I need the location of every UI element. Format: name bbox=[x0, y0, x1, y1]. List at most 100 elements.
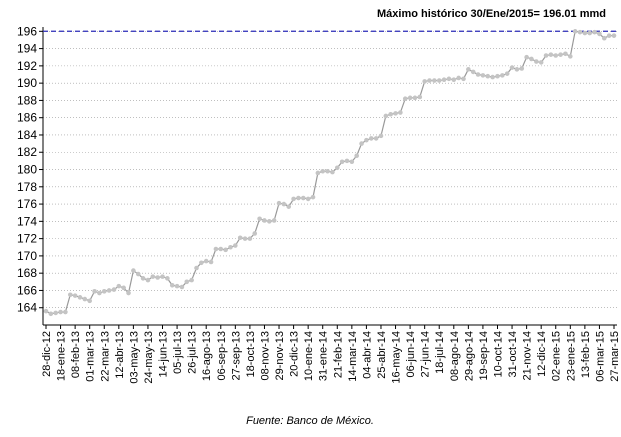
point bbox=[218, 246, 224, 252]
x-tick-label: 05-jul-13 bbox=[172, 331, 184, 374]
x-tick-label: 08-feb-13 bbox=[70, 331, 82, 378]
x-tick-label: 21-feb-14 bbox=[332, 331, 344, 378]
x-tick-label: 01-mar-13 bbox=[85, 331, 97, 382]
point bbox=[577, 29, 583, 35]
point bbox=[470, 69, 476, 75]
point bbox=[373, 136, 379, 141]
point bbox=[48, 311, 54, 317]
point bbox=[247, 236, 253, 241]
point bbox=[568, 54, 573, 59]
point bbox=[67, 292, 73, 298]
x-tick-label: 16-may-14 bbox=[391, 331, 403, 384]
y-tick-label: 188 bbox=[17, 93, 37, 107]
point bbox=[155, 275, 160, 280]
point bbox=[305, 196, 311, 202]
point bbox=[296, 195, 301, 201]
y-tick-label: 168 bbox=[17, 266, 37, 280]
point bbox=[223, 247, 228, 253]
point bbox=[572, 29, 578, 34]
point bbox=[509, 65, 515, 70]
point bbox=[601, 35, 607, 41]
point bbox=[271, 218, 277, 223]
x-tick-label: 13-feb-15 bbox=[580, 331, 592, 378]
annotation: Máximo histórico 30/Ene/2015= 196.01 mmd bbox=[377, 8, 606, 20]
point bbox=[587, 30, 593, 36]
source: Fuente: Banco de México. bbox=[246, 415, 374, 427]
point bbox=[427, 78, 432, 83]
x-tick-label: 06-sep-13 bbox=[216, 331, 228, 381]
point bbox=[529, 56, 534, 62]
point bbox=[597, 31, 602, 37]
x-tick-label: 12-dic-14 bbox=[536, 331, 548, 377]
point bbox=[131, 268, 136, 273]
x-tick-label: 18-jul-14 bbox=[434, 331, 446, 374]
point bbox=[339, 159, 345, 165]
point bbox=[325, 168, 330, 174]
point bbox=[169, 282, 175, 288]
point bbox=[320, 168, 326, 174]
x-tick-label: 22-mar-13 bbox=[99, 331, 111, 382]
point bbox=[199, 260, 204, 266]
point bbox=[582, 30, 588, 36]
x-tick-label: 18-ene-13 bbox=[56, 331, 68, 381]
point bbox=[189, 277, 194, 283]
point bbox=[300, 195, 306, 201]
x-tick-label: 31-ene-14 bbox=[318, 331, 330, 381]
x-tick-label: 12-abr-13 bbox=[114, 331, 126, 379]
x-tick-label: 08-ago-14 bbox=[449, 331, 461, 381]
point bbox=[441, 77, 447, 82]
point bbox=[58, 309, 63, 315]
x-tick-label: 31-oct-14 bbox=[507, 331, 519, 377]
point bbox=[286, 204, 292, 209]
point bbox=[242, 236, 248, 241]
point bbox=[126, 290, 131, 296]
point bbox=[553, 53, 559, 58]
x-tick-label: 23-ene-15 bbox=[565, 331, 577, 381]
point bbox=[82, 296, 88, 302]
point bbox=[393, 111, 398, 116]
point bbox=[179, 284, 185, 290]
point bbox=[116, 283, 122, 289]
y-tick-label: 192 bbox=[17, 59, 37, 73]
point bbox=[514, 67, 520, 72]
point bbox=[558, 52, 563, 57]
point bbox=[291, 196, 296, 202]
point bbox=[63, 309, 68, 315]
point bbox=[402, 96, 408, 101]
point bbox=[184, 279, 190, 285]
point bbox=[485, 73, 491, 79]
point bbox=[354, 153, 360, 159]
point bbox=[461, 76, 466, 82]
point bbox=[72, 293, 78, 298]
point bbox=[383, 113, 389, 119]
point bbox=[606, 33, 612, 38]
point bbox=[150, 274, 156, 279]
point bbox=[53, 310, 59, 316]
point bbox=[135, 271, 141, 277]
point bbox=[436, 78, 442, 83]
x-tick-label: 06-mar-15 bbox=[594, 331, 606, 382]
x-tick-label: 06-jun-14 bbox=[405, 331, 417, 377]
point bbox=[208, 259, 214, 265]
point bbox=[490, 74, 495, 80]
point bbox=[500, 73, 505, 78]
y-tick-label: 172 bbox=[17, 232, 37, 246]
point bbox=[480, 73, 486, 78]
x-tick-label: 27-mar-15 bbox=[609, 331, 621, 382]
point bbox=[344, 158, 350, 164]
y-tick-label: 182 bbox=[17, 145, 37, 159]
point bbox=[611, 33, 617, 38]
point bbox=[524, 54, 529, 60]
x-tick-label: 21-nov-14 bbox=[522, 331, 534, 381]
point bbox=[165, 276, 170, 281]
point bbox=[267, 219, 272, 224]
point bbox=[349, 159, 355, 165]
point bbox=[145, 277, 151, 283]
point bbox=[495, 73, 500, 79]
y-tick-label: 178 bbox=[17, 180, 37, 194]
point bbox=[422, 79, 427, 84]
y-tick-label: 164 bbox=[17, 301, 37, 315]
x-tick-label: 08-nov-13 bbox=[259, 331, 271, 381]
point bbox=[538, 60, 544, 65]
